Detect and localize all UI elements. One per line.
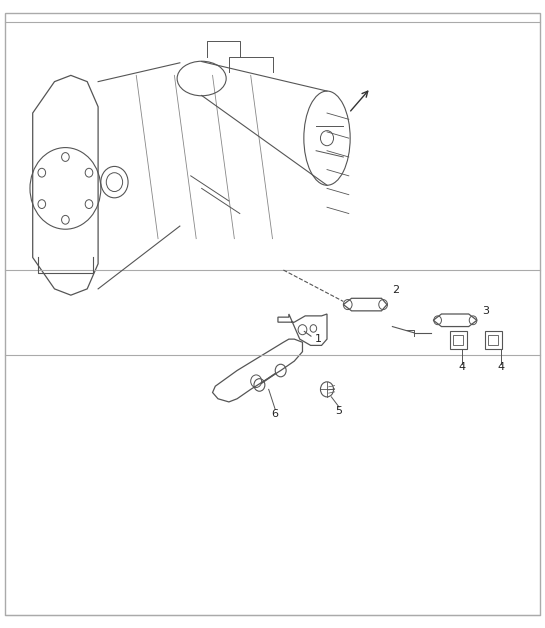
Text: 2: 2	[392, 285, 399, 295]
Text: 4: 4	[498, 362, 505, 372]
Text: 4: 4	[458, 362, 465, 372]
Text: 5: 5	[336, 406, 342, 416]
Text: 1: 1	[315, 334, 322, 344]
Text: 6: 6	[272, 409, 278, 420]
Text: 3: 3	[482, 306, 489, 316]
